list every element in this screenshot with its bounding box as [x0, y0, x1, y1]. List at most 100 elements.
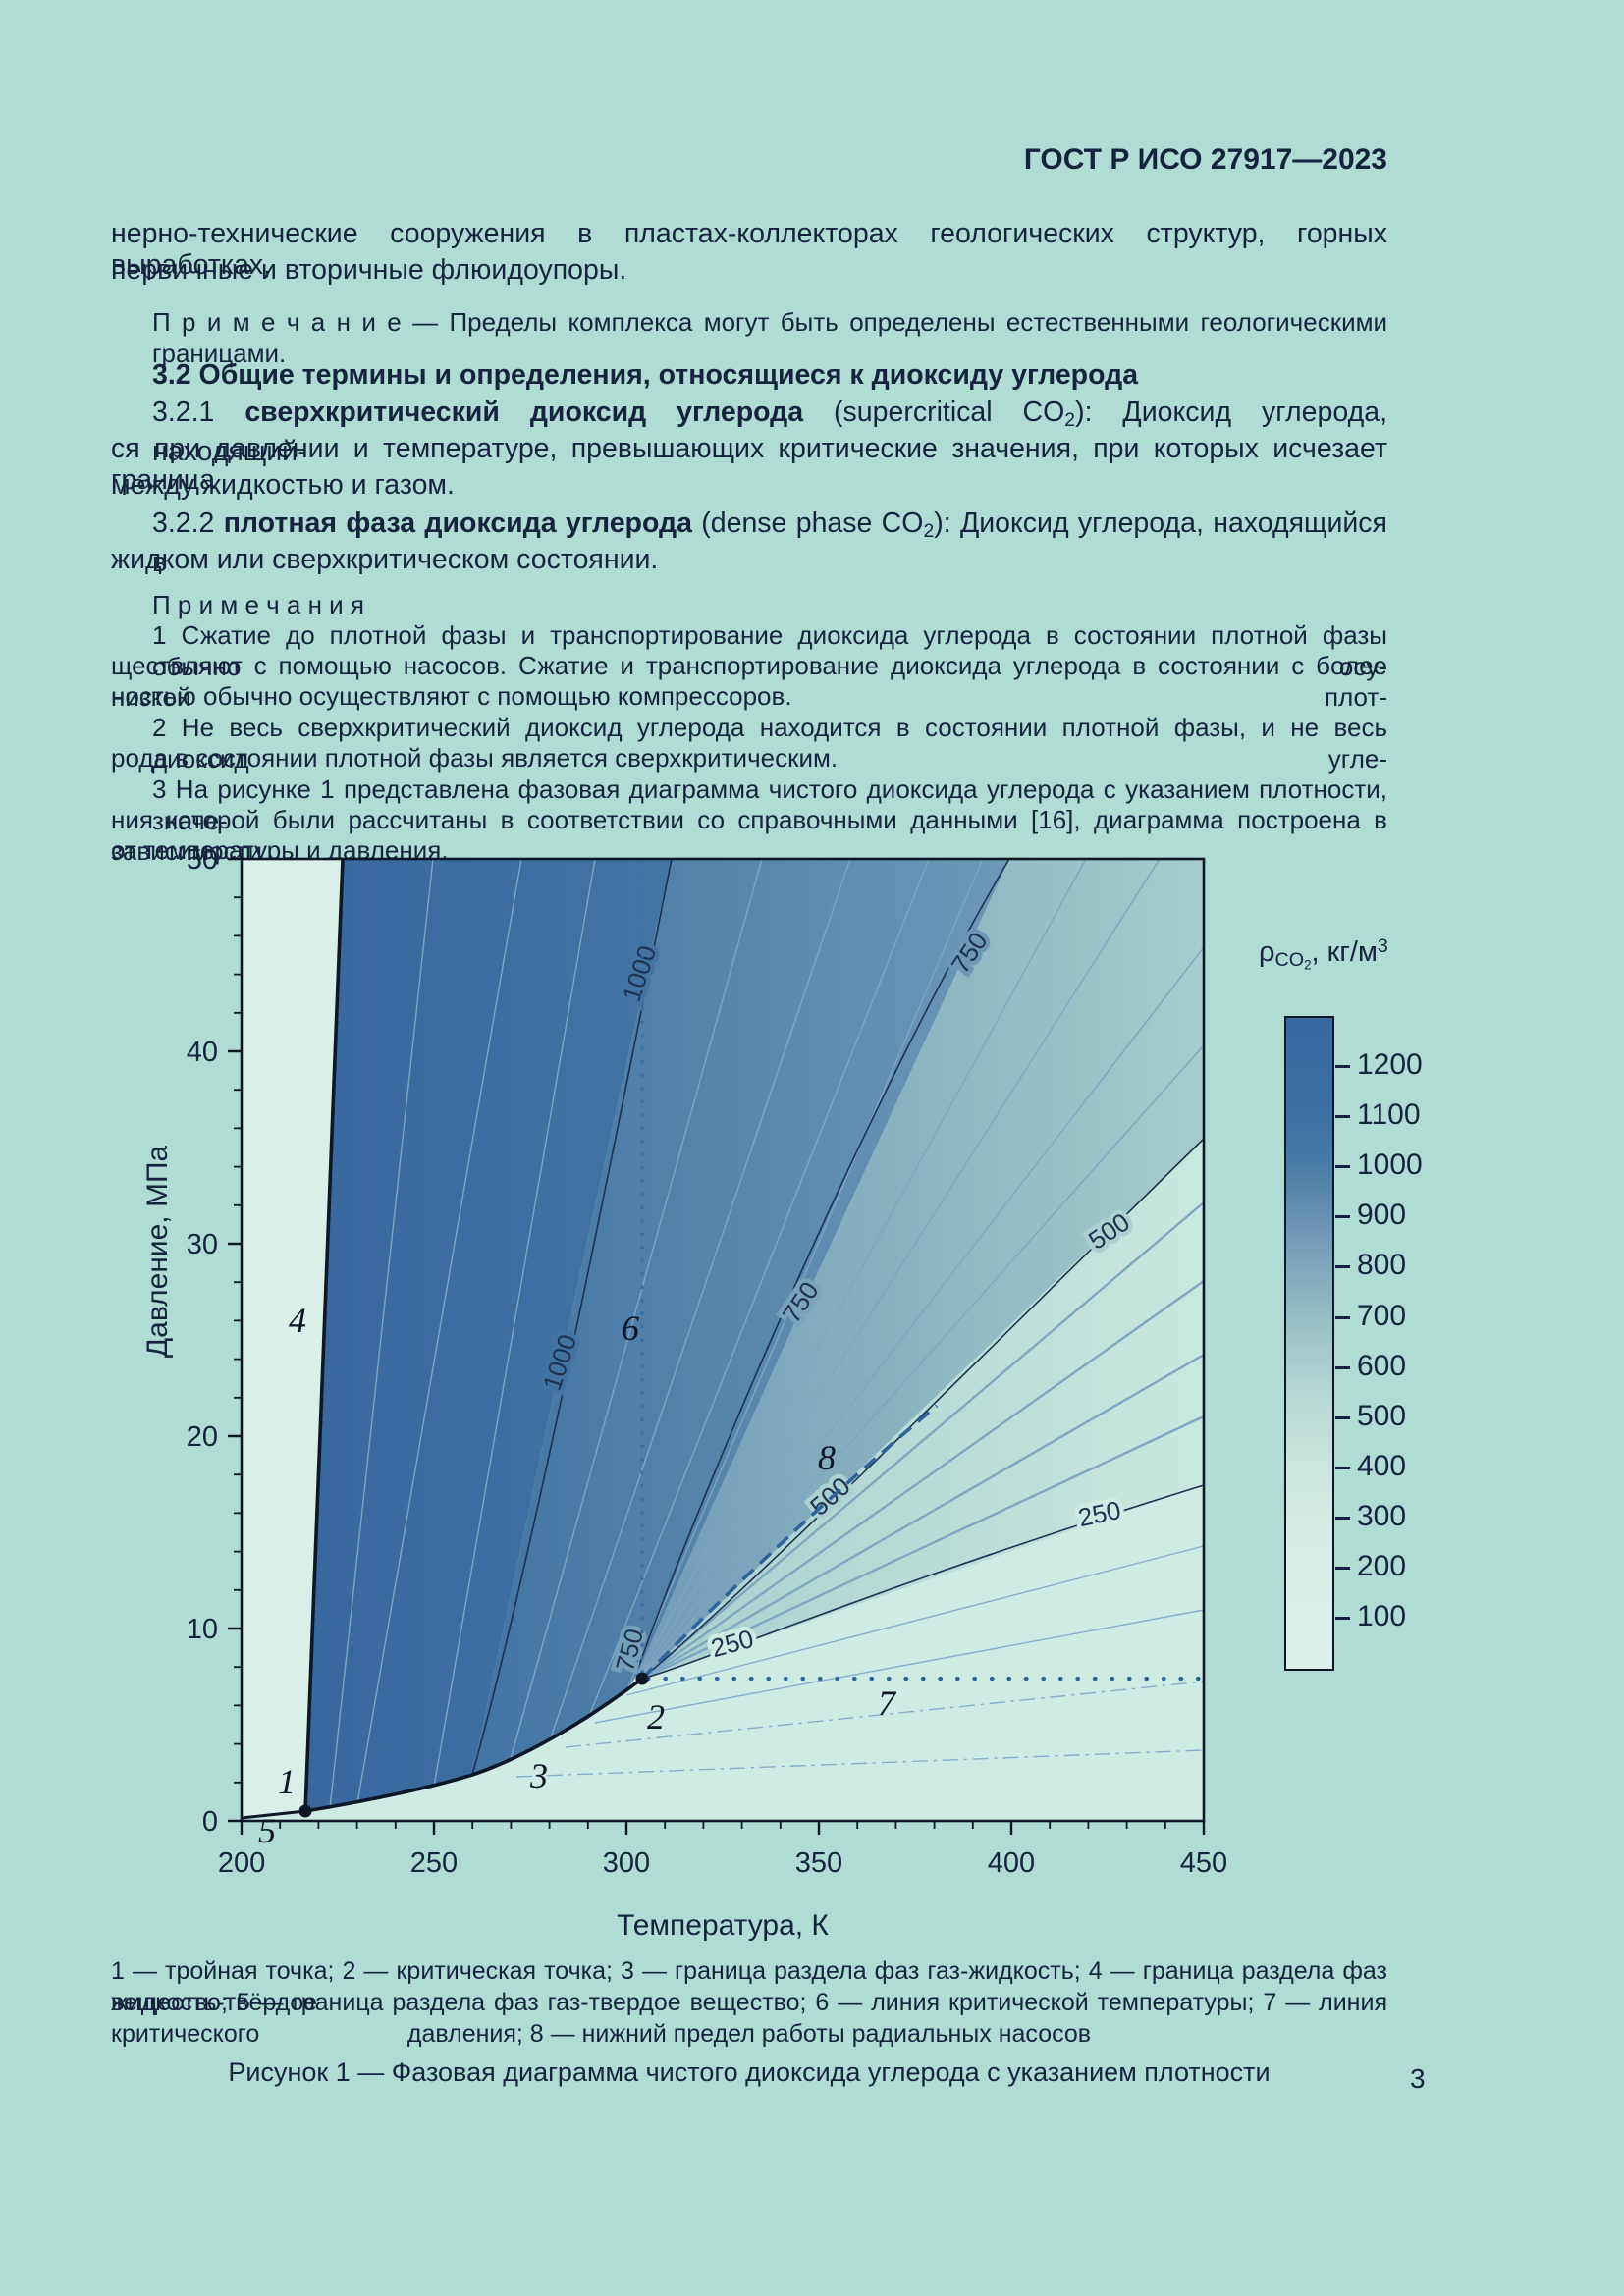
x-major-ticks — [240, 1821, 1206, 1835]
term-321-line1: 3.2.1 сверхкритический диоксид углерода … — [111, 397, 1387, 467]
body-line: жидком или сверхкритическом состоянии. — [111, 544, 659, 575]
x-tick-label: 400 — [988, 1847, 1035, 1879]
term-english: (supercritical CO — [803, 397, 1065, 428]
minor-density-contours-mid — [641, 1201, 1205, 1681]
x-tick-label: 450 — [1180, 1847, 1227, 1879]
body-line: между жидкостью и газом. — [111, 469, 455, 501]
colorbar-tick-label: 300 — [1357, 1500, 1407, 1532]
feature-label-triple-point: 1 — [278, 1762, 296, 1801]
colorbar-tick-label: 1000 — [1357, 1148, 1423, 1181]
colorbar-gradient — [1284, 1016, 1334, 1671]
contour-250 — [641, 1484, 1205, 1680]
y-tick-label: 50 — [187, 844, 218, 876]
rho-symbol: ρ — [1259, 935, 1275, 968]
colorbar-tick — [1335, 1567, 1350, 1570]
term-definition: ): Диоксид углерода, находящийся в — [152, 507, 1387, 578]
feature-label-liquid-solid: 4 — [289, 1301, 306, 1340]
minor-density-contours-low — [515, 1545, 1205, 1778]
colorbar-tick — [1335, 1316, 1350, 1319]
colorbar-tick — [1335, 1467, 1350, 1469]
colorbar-tick-label: 600 — [1357, 1350, 1407, 1382]
term-322-line1: 3.2.2 плотная фаза диоксида углерода (de… — [111, 507, 1387, 578]
figure-legend-line: давления; 8 — нижний предел работы радиа… — [406, 2020, 1092, 2048]
note-line: 1 Сжатие до плотной фазы и транспортиров… — [152, 620, 1387, 681]
colorbar-tick — [1335, 1517, 1350, 1520]
x-axis-title: Температура, К — [617, 1909, 829, 1942]
feature-label-gas-solid: 5 — [258, 1811, 276, 1850]
contour-750 — [637, 858, 1010, 1669]
body-line: нерно-технические сооружения в пластах-к… — [111, 218, 1387, 281]
liquid-solid-boundary — [303, 858, 345, 1812]
colorbar-tick-label: 100 — [1357, 1600, 1407, 1632]
x-tick-label: 300 — [603, 1847, 650, 1879]
y-major-ticks — [228, 857, 242, 1823]
gas-solid-boundary — [241, 1809, 306, 1820]
x-tick-label: 250 — [410, 1847, 458, 1879]
term-definition: ): Диоксид углерода, находящий- — [152, 397, 1387, 467]
notes-label: П р и м е ч а н и я — [152, 590, 364, 619]
y-tick-label: 20 — [187, 1421, 218, 1453]
y-tick-label: 10 — [187, 1614, 218, 1645]
colorbar-tick — [1335, 1366, 1350, 1369]
feature-label-critical-temperature: 6 — [622, 1308, 639, 1348]
phase-diagram-svg: 1000 1000 750 750 750 500 500 250 250 50 — [141, 844, 1227, 1942]
term-number: 3.2.2 — [152, 507, 224, 539]
colorbar-tick — [1335, 1617, 1350, 1620]
term-name: плотная фаза диоксида углерода — [223, 507, 692, 539]
colorbar-tick-label: 500 — [1357, 1400, 1407, 1432]
y-minor-ticks — [234, 896, 242, 1784]
colorbar-tick-label: 1100 — [1357, 1098, 1421, 1131]
two-subscript: 2 — [1304, 957, 1312, 973]
term-number: 3.2.1 — [152, 397, 245, 428]
x-tick-label: 200 — [218, 1847, 265, 1879]
critical-point-marker — [635, 1672, 649, 1685]
feature-number-labels: 1 2 3 4 5 6 7 8 — [258, 1301, 897, 1850]
y-tick-label: 0 — [202, 1806, 218, 1838]
colorbar-tick — [1335, 1065, 1350, 1068]
x-axis-tick-labels: 200 250 300 350 400 450 — [218, 1847, 1227, 1879]
page-number: 3 — [1410, 2063, 1426, 2094]
plot-frame — [240, 857, 1206, 1823]
note-line: ния которой были рассчитаны в соответств… — [111, 805, 1387, 866]
colorbar-tick-label: 900 — [1357, 1199, 1407, 1231]
note-text: — Пределы комплекса могут быть определен… — [152, 307, 1387, 368]
co2-subscript: 2 — [1064, 408, 1076, 431]
note-line: 3 На рисунке 1 представлена фазовая диаг… — [152, 774, 1387, 835]
minor-density-contours — [329, 858, 1205, 1809]
phase-diagram-figure: 1000 1000 750 750 750 500 500 250 250 50 — [124, 829, 1341, 1949]
cube-superscript: 3 — [1377, 935, 1388, 957]
feature-label-critical-point: 2 — [647, 1697, 665, 1736]
density-band-750-1000 — [472, 859, 1009, 1775]
note-line: ностью обычно осуществляют с помощью ком… — [111, 681, 792, 711]
colorbar-tick — [1335, 1416, 1350, 1419]
feature-label-gas-liquid: 3 — [529, 1756, 548, 1795]
colorbar-tick — [1335, 1215, 1350, 1218]
y-tick-label: 30 — [187, 1229, 218, 1260]
contour-1000 — [471, 858, 673, 1776]
figure-caption: Рисунок 1 — Фазовая диаграмма чистого ди… — [228, 2057, 1271, 2087]
co2-subscript: 2 — [923, 519, 935, 542]
colorbar-tick-label: 800 — [1357, 1249, 1407, 1281]
body-line: первичные и вторичные флюидоупоры. — [111, 254, 627, 286]
note-line: ществляют с помощью насосов. Сжатие и тр… — [111, 651, 1387, 712]
colorbar-tick — [1335, 1115, 1350, 1118]
colorbar-units: , кг/м — [1311, 935, 1378, 968]
figure-legend-line: вещество; 5 — граница раздела фаз газ-тв… — [111, 1989, 1387, 2048]
radial-pump-limit-line — [640, 1404, 939, 1681]
page-header-standard-ref: ГОСТ Р ИСО 27917—2023 — [1023, 143, 1387, 176]
co-subscript: CO2 — [1274, 948, 1312, 973]
x-minor-ticks — [279, 1821, 1166, 1829]
note-line: рода в состоянии плотной фазы является с… — [111, 743, 839, 773]
term-name: сверхкритический диоксид углерода — [244, 397, 804, 428]
figure-legend-line: 1 — тройная точка; 2 — критическая точка… — [111, 1957, 1387, 2016]
solid-region — [242, 859, 343, 1818]
colorbar-title: ρCO2, кг/м3 — [1259, 935, 1534, 972]
colorbar-tick-label: 700 — [1357, 1300, 1407, 1332]
feature-label-pump-limit: 8 — [818, 1438, 836, 1477]
colorbar: ρCO2, кг/м3 1200 1100 1000 900 800 700 6… — [1259, 935, 1540, 1703]
y-axis-tick-labels: 50 40 30 20 10 0 — [187, 844, 218, 1838]
triple-point-marker — [298, 1804, 312, 1818]
colorbar-tick-label: 400 — [1357, 1450, 1407, 1482]
y-tick-label: 40 — [187, 1037, 218, 1068]
